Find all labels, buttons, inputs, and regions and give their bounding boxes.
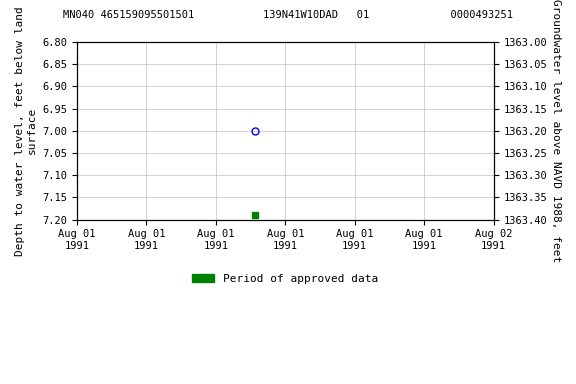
Y-axis label: Groundwater level above NAVD 1988, feet: Groundwater level above NAVD 1988, feet	[551, 0, 561, 263]
Text: MN040 465159095501501           139N41W10DAD   01             0000493251: MN040 465159095501501 139N41W10DAD 01 00…	[63, 10, 513, 20]
Y-axis label: Depth to water level, feet below land
surface: Depth to water level, feet below land su…	[15, 6, 37, 256]
Legend: Period of approved data: Period of approved data	[188, 270, 383, 289]
